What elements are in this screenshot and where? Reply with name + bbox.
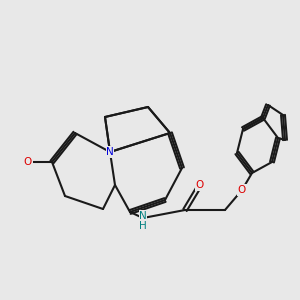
Text: N: N (106, 147, 114, 157)
Text: O: O (238, 185, 246, 195)
Text: O: O (24, 157, 32, 167)
Text: N: N (139, 211, 147, 221)
Text: O: O (196, 180, 204, 190)
Text: H: H (139, 221, 147, 231)
